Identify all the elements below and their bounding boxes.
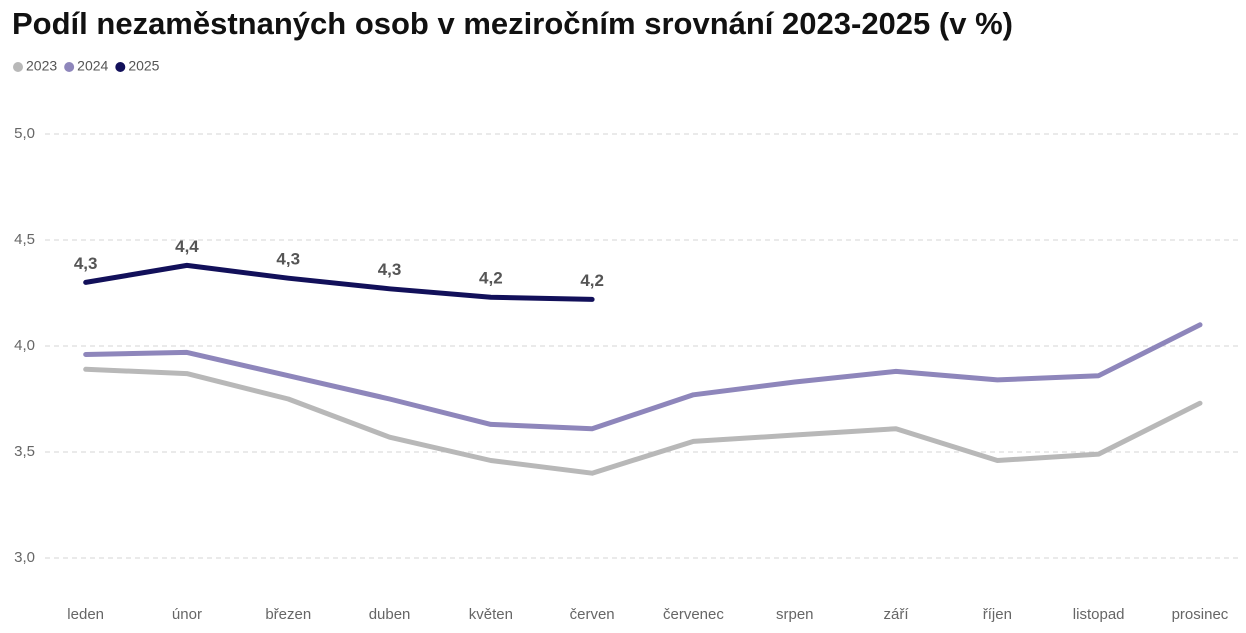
x-tick-label: září xyxy=(884,606,910,623)
data-label: 4,2 xyxy=(580,271,604,290)
x-tick-label: prosinec xyxy=(1172,606,1229,623)
x-tick-label: listopad xyxy=(1073,606,1125,623)
x-tick-label: březen xyxy=(265,606,311,623)
legend-marker xyxy=(64,62,75,72)
series-line xyxy=(83,322,1203,432)
legend-marker xyxy=(13,62,23,72)
y-tick-label: 4,0 xyxy=(14,337,35,354)
series-line xyxy=(83,262,595,302)
chart-title: Podíl nezaměstnaných osob v meziročním s… xyxy=(12,6,1013,41)
x-tick-label: červen xyxy=(570,606,615,623)
y-tick-label: 3,5 xyxy=(14,443,35,460)
y-tick-label: 3,0 xyxy=(14,549,35,566)
data-label: 4,4 xyxy=(175,237,199,256)
x-tick-label: srpen xyxy=(776,606,814,623)
x-tick-label: říjen xyxy=(983,606,1012,623)
data-label: 4,3 xyxy=(74,254,98,273)
series-line xyxy=(83,366,1203,476)
y-tick-label: 4,5 xyxy=(14,231,35,248)
data-label: 4,2 xyxy=(479,269,503,288)
x-tick-label: leden xyxy=(67,606,104,623)
x-tick-label: červenec xyxy=(663,606,724,623)
x-tick-label: únor xyxy=(172,606,202,623)
legend-label: 2023 xyxy=(26,58,57,74)
x-tick-label: květen xyxy=(469,606,513,623)
x-tick-label: duben xyxy=(369,606,411,623)
legend-label: 2024 xyxy=(77,58,108,74)
y-tick-label: 5,0 xyxy=(14,125,35,142)
data-label: 4,3 xyxy=(276,250,300,269)
legend-marker xyxy=(115,62,126,72)
legend-label: 2025 xyxy=(128,58,159,74)
data-label: 4,3 xyxy=(378,260,402,279)
